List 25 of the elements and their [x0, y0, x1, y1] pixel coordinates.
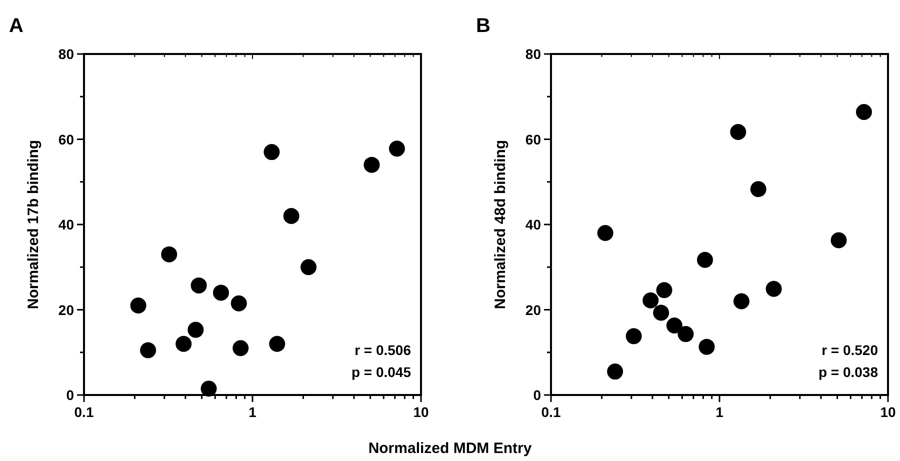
y-tick-label: 0: [533, 387, 542, 403]
chart-title: B: [476, 15, 490, 37]
y-tick-label: 40: [58, 216, 74, 232]
y-tick-label: 0: [66, 387, 74, 403]
y-tick-label: 80: [58, 46, 74, 62]
y-tick-label: 60: [58, 131, 74, 148]
x-tick-label: 1: [716, 404, 724, 420]
y-tick-label: 40: [525, 216, 542, 232]
x-tick-label: 1: [248, 404, 257, 420]
x-tick-label: 0.1: [74, 404, 94, 420]
x-tick-label: 10: [413, 404, 429, 420]
annotation: r = 0.506: [354, 342, 412, 358]
x-axis-title: Normalized MDM Entry: [368, 440, 532, 457]
y-tick-label: 20: [525, 302, 542, 318]
annotation: p = 0.038: [818, 364, 878, 380]
y-axis-title: Normalized 17b binding: [25, 140, 42, 310]
x-tick-label: 10: [880, 404, 896, 420]
y-axis-title: Normalized 48d binding: [492, 140, 509, 310]
chart-title: A: [9, 15, 24, 37]
y-tick-label: 80: [525, 46, 542, 62]
annotation: p = 0.045: [351, 364, 412, 380]
y-tick-label: 60: [525, 131, 542, 148]
x-tick-label: 0.1: [541, 404, 561, 420]
y-tick-label: 20: [58, 302, 74, 318]
annotation: r = 0.520: [822, 342, 878, 358]
